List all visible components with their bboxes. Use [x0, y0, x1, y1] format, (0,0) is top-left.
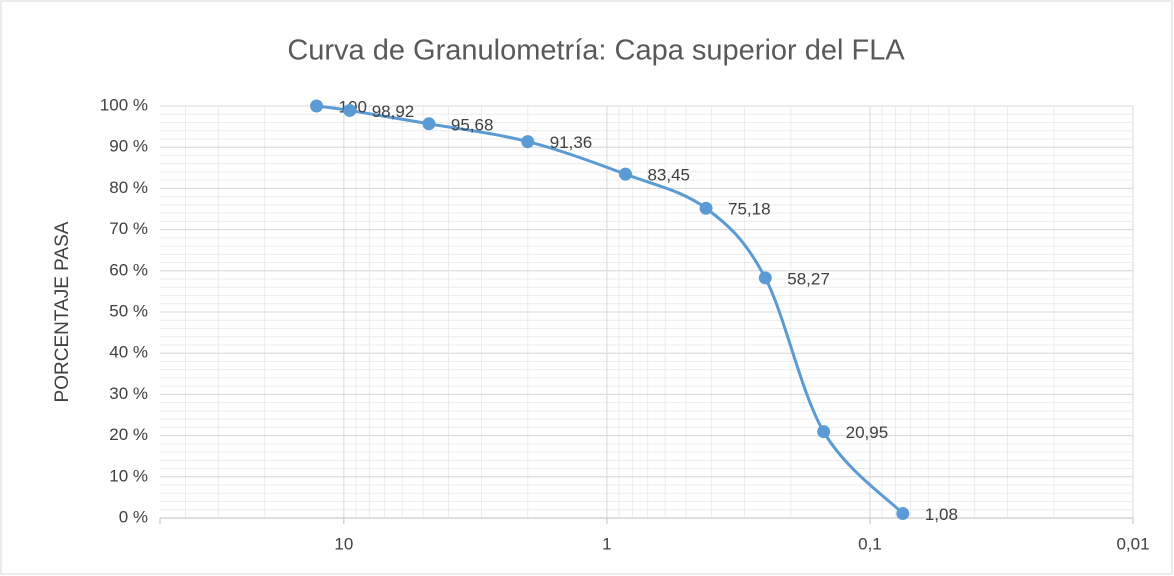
- data-label: 58,27: [787, 269, 830, 288]
- data-point: [618, 167, 632, 181]
- x-tick-label: 1: [602, 534, 611, 553]
- y-tick-label: 70 %: [109, 219, 148, 238]
- x-tick-label: 0,01: [1116, 534, 1149, 553]
- data-point: [699, 201, 713, 215]
- x-tick-label: 0,1: [858, 534, 882, 553]
- y-tick-label: 100 %: [100, 95, 148, 114]
- chart-title: Curva de Granulometría: Capa superior de…: [287, 35, 905, 67]
- y-tick-label: 10 %: [109, 466, 148, 485]
- x-tick-label: 10: [334, 534, 353, 553]
- data-point: [817, 425, 831, 439]
- y-tick-label: 30 %: [109, 384, 148, 403]
- data-point: [521, 135, 535, 149]
- series-line: [316, 104, 904, 515]
- y-axis-label: PORCENTAJE PASA: [52, 221, 73, 402]
- data-label: 98,92: [372, 102, 415, 121]
- y-tick-label: 20 %: [109, 425, 148, 444]
- data-point: [422, 117, 436, 131]
- y-tick-label: 80 %: [109, 178, 148, 197]
- data-label: 75,18: [728, 200, 771, 219]
- y-tick-label: 0 %: [119, 507, 148, 526]
- data-label: 83,45: [647, 166, 690, 185]
- data-label: 95,68: [451, 115, 494, 134]
- y-tick-label: 90 %: [109, 137, 148, 156]
- data-label: 1,08: [925, 505, 958, 524]
- y-tick-label: 50 %: [109, 301, 148, 320]
- data-point: [758, 271, 772, 285]
- data-point: [310, 99, 324, 113]
- y-tick-label: 60 %: [109, 260, 148, 279]
- data-point: [896, 507, 910, 521]
- data-label: 91,36: [550, 133, 593, 152]
- data-point: [343, 103, 357, 117]
- y-tick-label: 40 %: [109, 343, 148, 362]
- data-label: 20,95: [846, 423, 889, 442]
